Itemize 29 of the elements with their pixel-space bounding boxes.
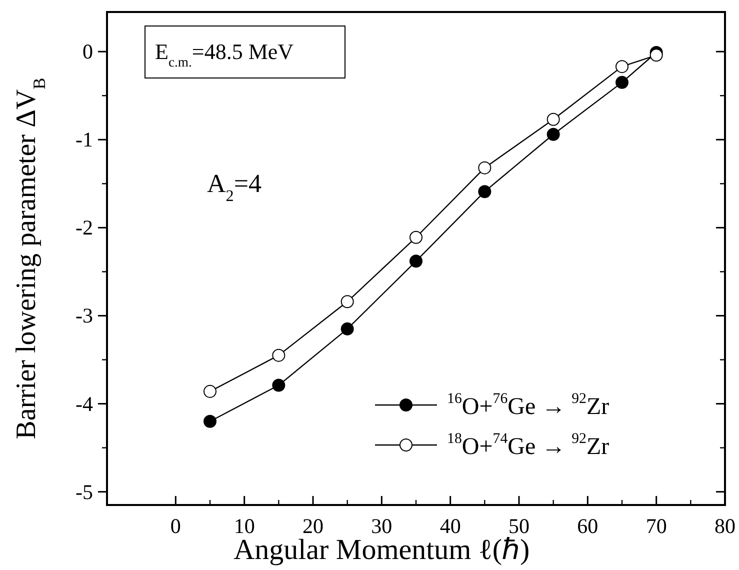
x-tick-label: 60 xyxy=(577,514,598,538)
legend-label: $^{16}$O+$^{76}$Ge → $^{92}$Zr xyxy=(447,391,610,420)
point xyxy=(546,128,560,141)
point xyxy=(410,254,422,268)
point xyxy=(478,185,492,198)
legend-label: $^{18}$O+$^{74}$Ge → $^{92}$Zr xyxy=(447,431,610,460)
point xyxy=(272,348,286,362)
point xyxy=(410,230,422,244)
y-tick-label: -3 xyxy=(76,304,93,328)
annotation: A$_{2}$=4 xyxy=(207,169,262,206)
y-tick-label: -5 xyxy=(76,480,93,504)
point xyxy=(650,48,663,62)
point xyxy=(204,384,216,398)
y-tick-label: -2 xyxy=(76,216,93,240)
point xyxy=(340,295,354,308)
point xyxy=(478,161,492,174)
point xyxy=(340,322,354,336)
x-tick-label: 0 xyxy=(170,514,181,538)
point xyxy=(204,414,216,428)
point xyxy=(272,378,286,392)
point xyxy=(616,76,628,89)
point xyxy=(546,112,560,126)
y-tick-label: 0 xyxy=(82,40,93,64)
x-tick-label: 70 xyxy=(646,514,667,538)
x-tick-label: 80 xyxy=(714,514,736,538)
point xyxy=(616,60,628,74)
y-tick-label: -1 xyxy=(76,128,93,152)
y-tick-label: -4 xyxy=(76,392,94,416)
annotation: E$_{c.m.}$=48.5 MeV xyxy=(155,39,294,70)
